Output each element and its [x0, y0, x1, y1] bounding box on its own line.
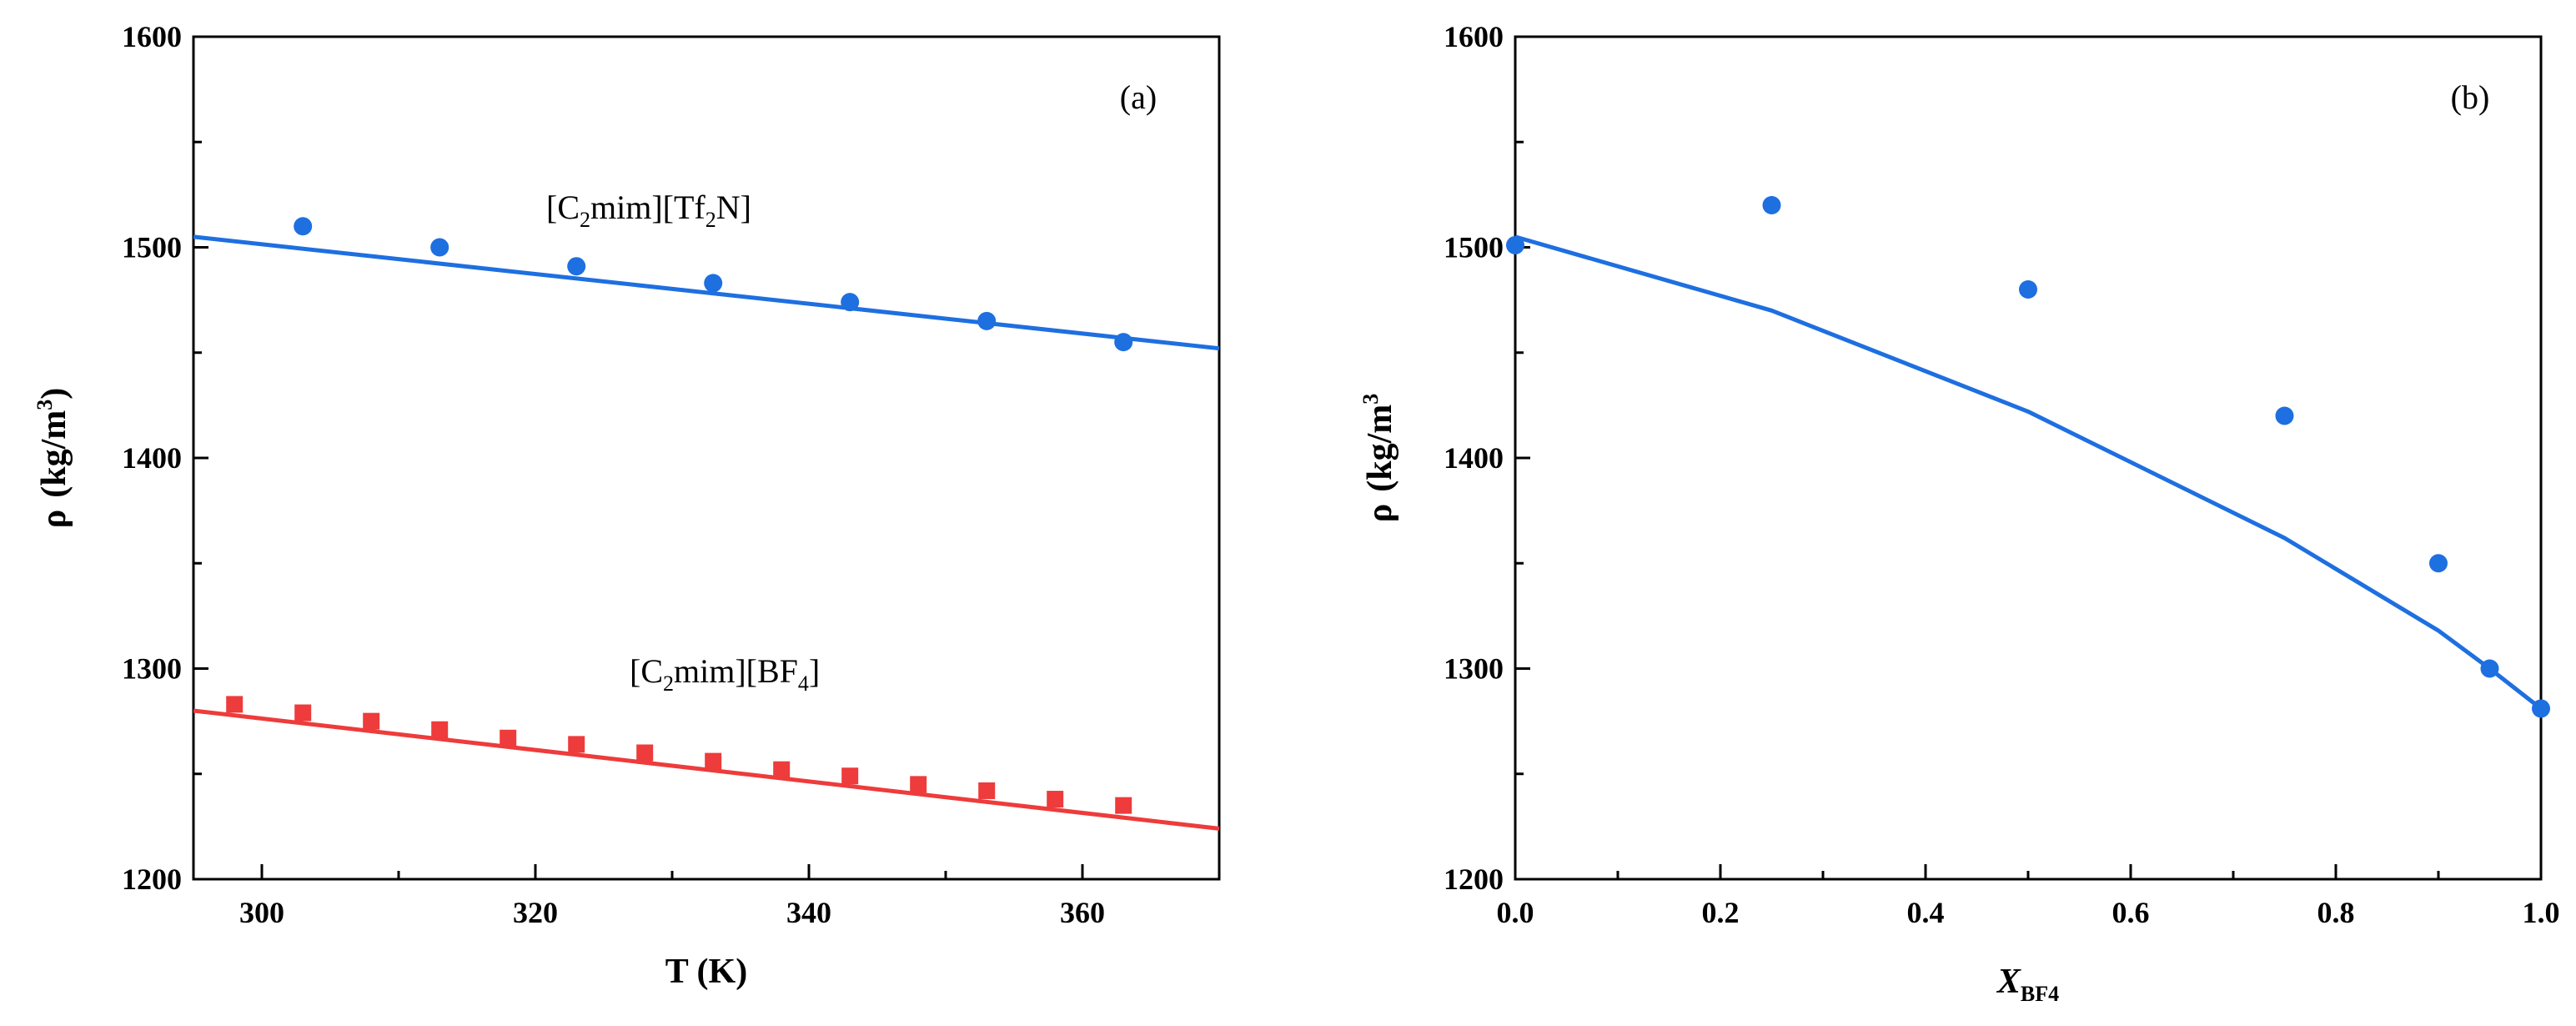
panel-a-series-0-line [193, 234, 1220, 351]
panel-b-label: (b) [2451, 78, 2490, 116]
panel-a-series-1-point [431, 721, 449, 738]
panel-a-series-1-point [226, 696, 244, 713]
panel-b-x-axis-title: XBF4 [1996, 963, 2059, 1006]
panel-a-series-1-point [1047, 791, 1064, 808]
panel-a-data-points [226, 217, 1133, 814]
panel-a-series-1-point [773, 761, 791, 778]
panel-a-series-1-point [978, 782, 996, 799]
panel-a-y-tick-label: 1500 [122, 231, 182, 264]
series-label-tf2n: [C2mim][Tf2N] [546, 189, 751, 232]
panel-a-x-tick-label: 340 [786, 896, 831, 929]
panel-a-series-0-point [567, 257, 586, 276]
panel-b-series-0-point [2275, 406, 2294, 425]
panel-b-series-1-line [1514, 234, 2543, 711]
panel-b-x-tick-label: 1.0 [2523, 896, 2560, 929]
panel-b-series-0-point [2532, 699, 2550, 718]
panel-a-y-axis-title: ρ(kg/m3) [33, 388, 73, 528]
panel-a-chart: 1200 1300 1400 1500 1600 300 320 340 360 (a) [C2… [33, 20, 1221, 991]
panel-a-series-0-point [430, 238, 449, 257]
panel-b-series-0-point [2480, 659, 2499, 678]
panel-b-x-tick-label: 0.6 [2112, 896, 2150, 929]
panel-a-series-1-point [841, 767, 859, 785]
panel-b-model-line [1514, 234, 2543, 711]
panel-a-series-1-point [363, 712, 380, 730]
panel-a-series-1-line [193, 708, 1220, 831]
panel-b-y-tick-label: 1400 [1444, 441, 1504, 475]
panel-b-y-tick-label: 1600 [1444, 20, 1504, 53]
panel-a-x-axis-title: T (K) [665, 953, 747, 991]
panel-a-x-tick-label: 300 [239, 896, 284, 929]
series-label-bf4: [C2mim][BF4] [630, 652, 820, 696]
panel-a-series-0-point [977, 311, 997, 330]
panel-b-data-points [1506, 196, 2550, 718]
panel-a-y-tick-label: 1300 [122, 652, 182, 686]
panel-a-series-1-point [705, 752, 722, 770]
panel-b-y-axis-title: ρ(kg/m3 [1358, 394, 1399, 522]
panel-a-series-1-point [500, 729, 517, 747]
panel-a-series-1-point [294, 704, 312, 722]
panel-b-y-tick-label: 1200 [1444, 863, 1504, 896]
panel-a-series-0-point [841, 293, 860, 312]
panel-b-x-tick-label: 0.0 [1497, 896, 1534, 929]
panel-b-y-tick-label: 1500 [1444, 231, 1504, 264]
panel-b-x-tick-label: 0.8 [2317, 896, 2355, 929]
panel-a-series-0-point [294, 217, 313, 236]
panel-a-y-tick-label: 1200 [122, 863, 182, 896]
panel-a-series-1-point [910, 776, 927, 793]
panel-a-y-tick-label: 1400 [122, 441, 182, 475]
panel-a-series-0-point [704, 274, 723, 293]
panel-b-series-0-point [2429, 554, 2448, 573]
panel-a-x-tick-label: 360 [1060, 896, 1105, 929]
panel-a-series-1-point [1115, 797, 1132, 814]
panel-b-chart: 1200 1300 1400 1500 1600 0.0 0.2 0.4 0.6 0.8 1.0 (… [1358, 20, 2560, 1006]
panel-b-y-tick-label: 1300 [1444, 652, 1504, 686]
panel-b-series-0-point [2019, 280, 2037, 299]
panel-a-series-1-point [636, 744, 654, 762]
panel-b-x-tick-label: 0.2 [1702, 896, 1740, 929]
panel-b-frame [1514, 35, 2543, 881]
panel-a-fit-lines [193, 234, 1220, 831]
panel-b-series-0-point [1506, 235, 1524, 254]
panel-b-ticks: 1200 1300 1400 1500 1600 0.0 0.2 0.4 0.6 0.8 1.0 [1444, 20, 2560, 929]
panel-a-ticks: 1200 1300 1400 1500 1600 300 320 340 360 [122, 20, 1221, 929]
panel-a-label: (a) [1120, 78, 1157, 116]
panel-b-series-0-point [1762, 196, 1781, 214]
panel-b-x-tick-label: 0.4 [1907, 896, 1945, 929]
panel-a-series-1-point [568, 736, 585, 753]
panel-a-y-tick-label: 1600 [122, 20, 182, 53]
panel-a-series-0-point [1114, 333, 1133, 352]
panel-a-x-tick-label: 320 [513, 896, 558, 929]
panel-a-frame [192, 35, 1221, 881]
